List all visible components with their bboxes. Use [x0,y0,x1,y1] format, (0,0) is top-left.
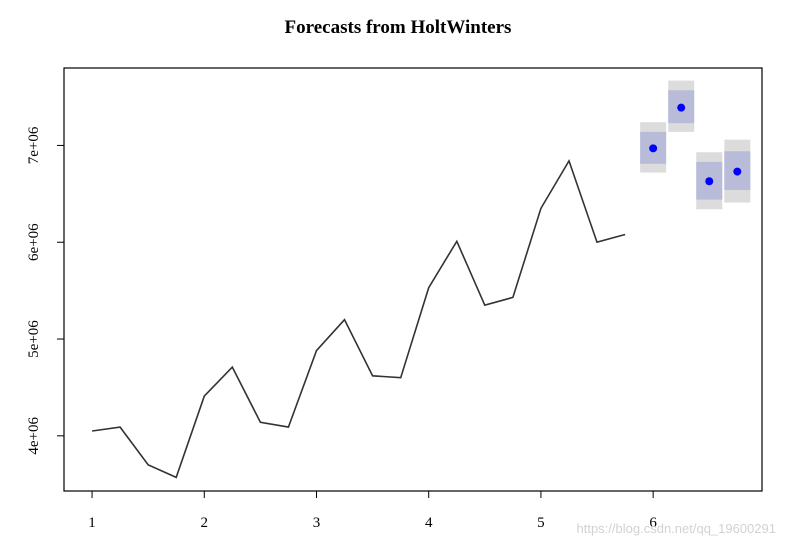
series-layer [91,159,626,479]
x-axis: 1 2 3 4 5 6 [88,490,657,531]
watermark: https://blog.csdn.net/qq_19600291 [577,521,777,536]
forecast-point [705,177,714,186]
x-tick-label: 6 [649,515,657,531]
y-axis: 4e+06 5e+06 6e+06 7e+06 [26,126,65,455]
x-tick-label: 5 [537,515,545,531]
forecast-point [733,167,742,176]
forecast-bands [640,80,751,210]
chart-title: Forecasts from HoltWinters [285,17,512,38]
x-tick-label: 4 [425,515,433,531]
x-tick-label: 1 [88,515,96,531]
series-line [91,159,626,479]
x-tick-label: 2 [201,515,209,531]
y-tick-label: 7e+06 [26,126,42,164]
y-tick-label: 4e+06 [26,417,42,455]
forecast-points [649,103,742,186]
y-tick-label: 5e+06 [26,320,42,358]
x-tick-label: 3 [313,515,321,531]
forecast-point [677,103,686,112]
y-tick-label: 6e+06 [26,223,42,261]
forecast-point [649,144,658,153]
